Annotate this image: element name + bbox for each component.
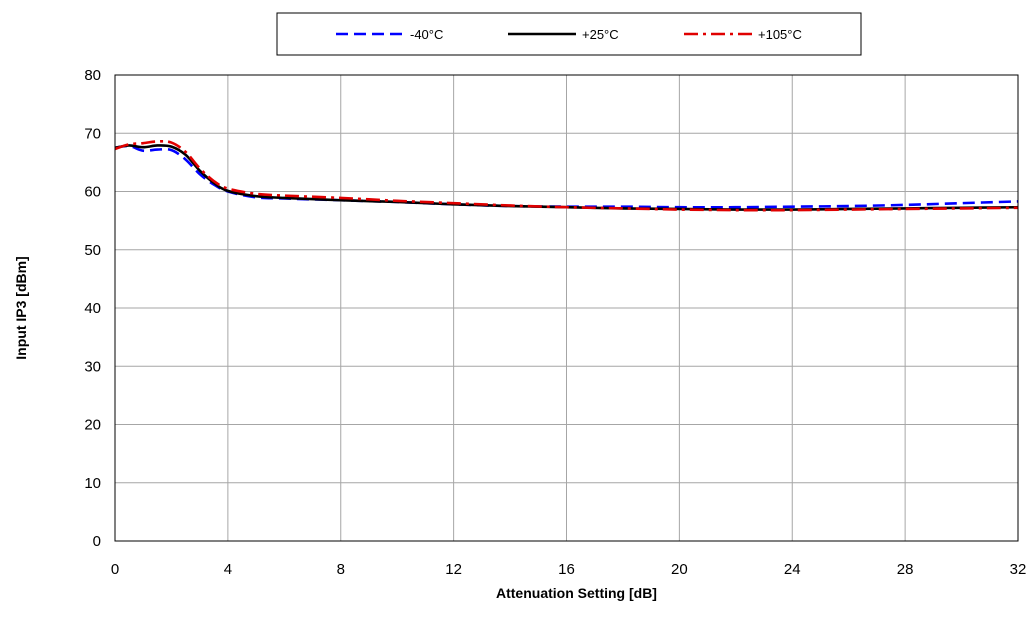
series-line-2 bbox=[114, 144, 1019, 211]
y-tick-label: 40 bbox=[84, 300, 101, 317]
x-axis-title: Attenuation Setting [dB] bbox=[496, 585, 657, 601]
x-tick-label: 20 bbox=[671, 561, 688, 578]
x-tick-label: 28 bbox=[897, 561, 914, 578]
y-tick-label: 80 bbox=[84, 67, 101, 84]
y-tick-label: 0 bbox=[93, 533, 101, 550]
legend: -40°C +25°C +105°C bbox=[276, 12, 862, 56]
plot-frame bbox=[114, 74, 1019, 542]
x-tick-label: 24 bbox=[784, 561, 801, 578]
x-tick-labels: 0 4 8 12 16 20 24 28 32 bbox=[111, 561, 1027, 578]
y-tick-label: 20 bbox=[84, 417, 101, 434]
y-tick-label: 10 bbox=[84, 475, 101, 492]
y-tick-label: 50 bbox=[84, 242, 101, 259]
y-tick-label: 70 bbox=[84, 125, 101, 142]
series-layer bbox=[114, 139, 1019, 212]
x-tick-label: 32 bbox=[1010, 561, 1027, 578]
legend-label: +105°C bbox=[758, 27, 802, 42]
y-tick-label: 60 bbox=[84, 184, 101, 201]
x-tick-label: 12 bbox=[445, 561, 462, 578]
legend-label: -40°C bbox=[410, 27, 443, 42]
y-axis-title: Input IP3 [dBm] bbox=[13, 256, 29, 359]
x-tick-label: 16 bbox=[558, 561, 575, 578]
grid bbox=[114, 74, 1019, 542]
x-tick-label: 4 bbox=[224, 561, 232, 578]
x-tick-label: 8 bbox=[337, 561, 345, 578]
x-tick-label: 0 bbox=[111, 561, 119, 578]
series-line-1 bbox=[114, 144, 1019, 209]
y-tick-labels: 0 10 20 30 40 50 60 70 80 bbox=[84, 67, 101, 550]
series-line-3 bbox=[114, 139, 1019, 212]
y-tick-label: 30 bbox=[84, 358, 101, 375]
legend-label: +25°C bbox=[582, 27, 619, 42]
